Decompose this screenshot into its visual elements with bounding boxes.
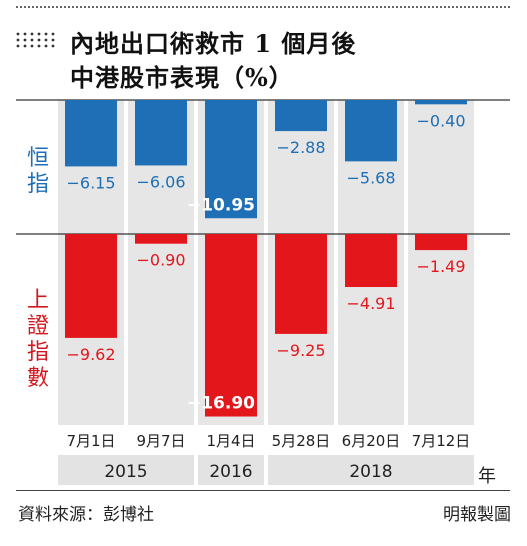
chart-title-line2: 中港股市表現（%） [70,63,294,92]
year-band [268,455,474,485]
hsi-bar [205,100,257,219]
year-band [58,455,194,485]
hsi-value-label: −6.06 [136,172,185,191]
hsi-value-label: −5.68 [346,168,395,187]
shanghai-value-label: −1.49 [416,257,465,276]
series-label-hsi: 恒指 [26,146,49,197]
top-dotted-rule [16,6,510,8]
x-tick-label: 7月12日 [412,432,471,450]
shanghai-bar [205,234,257,417]
x-tick-label: 6月20日 [342,432,401,450]
chart-title-line1: 內地出口術救市 1 個月後 [70,29,357,58]
shanghai-value-label: −0.90 [136,251,185,270]
hsi-value-label: −2.88 [276,138,325,157]
source-note: 資料來源：彭博社 [18,505,154,525]
shanghai-value-label: −9.62 [66,345,115,364]
x-tick-label: 9月7日 [136,432,185,450]
graphic-credit: 明報製圖 [443,505,511,525]
hsi-value-label: −6.15 [66,173,115,192]
year-label: 2016 [209,462,252,482]
dot-grid-icon [16,32,55,48]
hsi-bar [275,100,327,132]
shanghai-bar [415,234,467,251]
shanghai-value-label: −9.25 [276,341,325,360]
shanghai-bar [65,234,117,338]
hsi-bar [135,100,187,166]
series-label-shanghai: 上證指數 [26,288,49,391]
shanghai-bar [345,234,397,288]
x-tick-label: 5月28日 [272,432,331,450]
year-suffix: 年 [478,466,496,487]
hsi-value-label: −0.40 [416,111,465,130]
column-bg [408,100,474,425]
hsi-bar [345,100,397,162]
shanghai-bar [135,234,187,244]
bar-chart: −6.15 −6.06−10.95 −2.88 −5.68 −0.40 −9.62 −0.9… [16,99,510,485]
shanghai-bar [275,234,327,334]
hsi-bar [415,100,467,105]
year-band [198,455,264,485]
x-tick-label: 1月4日 [206,432,255,450]
shanghai-value-label: −16.90 [187,394,255,414]
hsi-value-label: −10.95 [187,195,255,215]
hsi-bar [65,100,117,167]
shanghai-value-label: −4.91 [346,294,395,313]
x-tick-label: 7月1日 [66,432,115,450]
year-label: 2018 [349,462,392,482]
year-label: 2015 [104,462,147,482]
footer-rule [16,490,510,491]
